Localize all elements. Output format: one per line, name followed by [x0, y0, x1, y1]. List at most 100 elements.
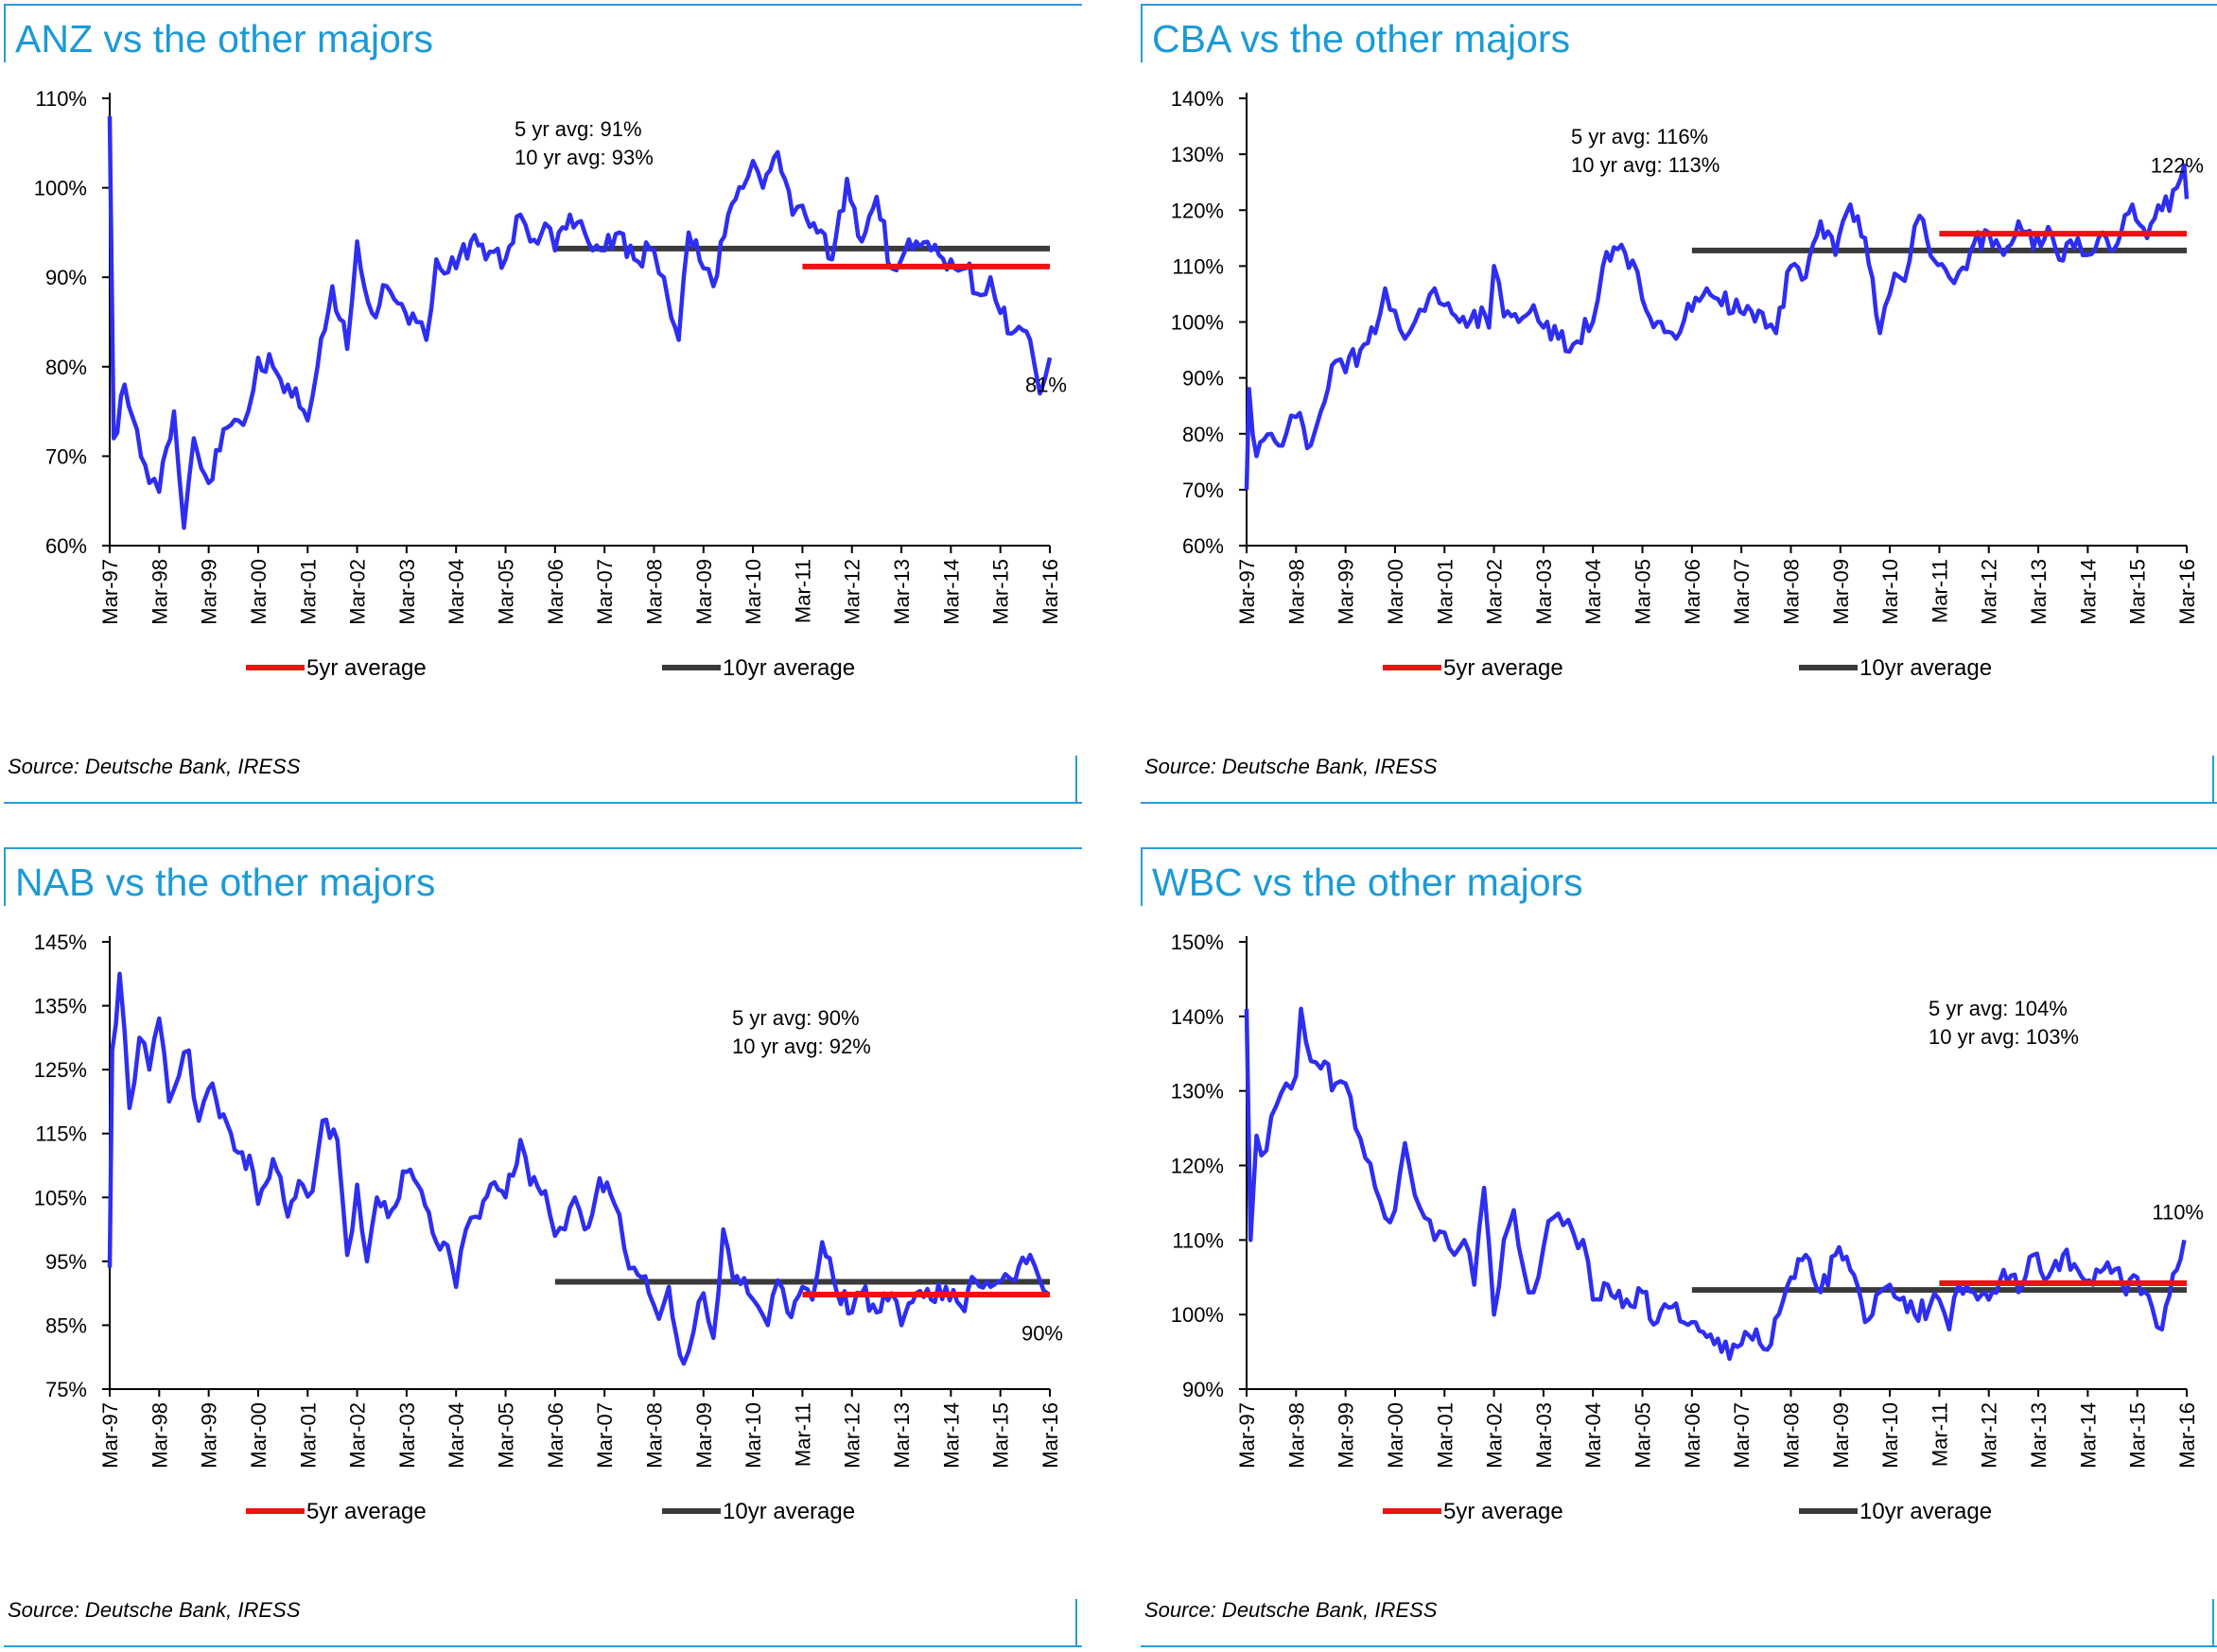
- x-tick-label: Mar-13: [2027, 559, 2051, 625]
- x-tick-label: Mar-97: [1235, 559, 1259, 625]
- chart-panel-nab: NAB vs the other majors 75% 85% 95% 105% 115…: [4, 847, 1082, 1651]
- x-tick-label: Mar-05: [495, 559, 518, 625]
- source-rule-vertical: [1075, 756, 1077, 804]
- x-tick-label: Mar-03: [1532, 1402, 1556, 1469]
- x-tick-label: Mar-99: [198, 559, 221, 625]
- chart-source: Source: Deutsche Bank, IRESS: [1144, 1598, 1438, 1622]
- x-tick-label: Mar-00: [247, 1402, 271, 1469]
- x-tick-label: Mar-02: [1483, 1402, 1507, 1469]
- x-tick-label: Mar-10: [742, 559, 765, 625]
- y-tick-label: 140%: [1171, 87, 1224, 111]
- x-tick-label: Mar-15: [2126, 1402, 2150, 1469]
- legend-ten-year-label: 10yr average: [1859, 655, 1992, 681]
- title-rule-vertical: [4, 847, 6, 906]
- x-tick-label: Mar-13: [2027, 1402, 2051, 1469]
- x-tick-label: Mar-13: [890, 1402, 914, 1469]
- x-tick-label: Mar-03: [1532, 559, 1556, 625]
- legend-five-year-label: 5yr average: [1443, 655, 1563, 681]
- x-tick-label: Mar-07: [593, 1402, 617, 1469]
- y-tick-label: 70%: [1182, 478, 1224, 502]
- legend-five-year-label: 5yr average: [1443, 1499, 1563, 1524]
- x-tick-label: Mar-98: [1284, 559, 1308, 625]
- x-tick-label: Mar-99: [1335, 1402, 1358, 1469]
- x-tick-label: Mar-12: [1978, 1402, 2001, 1469]
- x-tick-label: Mar-99: [1335, 559, 1358, 625]
- legend-ten-year-label: 10yr average: [723, 655, 855, 681]
- end-value-label: 110%: [2152, 1200, 2204, 1224]
- y-tick-label: 120%: [1171, 199, 1224, 222]
- x-tick-label: Mar-05: [1632, 1402, 1655, 1469]
- x-tick-label: Mar-07: [593, 559, 617, 625]
- title-rule: [4, 4, 1082, 6]
- x-tick-label: Mar-98: [1284, 1402, 1308, 1469]
- x-tick-label: Mar-02: [346, 559, 370, 625]
- x-tick-label: Mar-16: [2175, 1402, 2199, 1469]
- y-tick-label: 115%: [35, 1122, 87, 1146]
- x-tick-label: Mar-12: [841, 1402, 864, 1469]
- relative-valuation-line: [1244, 1006, 2187, 1362]
- x-tick-label: Mar-04: [445, 559, 468, 625]
- y-tick-label: 95%: [45, 1250, 87, 1274]
- x-tick-label: Mar-12: [841, 559, 864, 625]
- x-tick-label: Mar-16: [2175, 559, 2199, 625]
- y-tick-label: 110%: [1172, 1228, 1224, 1252]
- chart-panel-cba: CBA vs the other majors 60% 70% 80% 90% 100%…: [1141, 4, 2217, 808]
- x-tick-label: Mar-02: [1483, 559, 1507, 625]
- x-tick-label: Mar-12: [1978, 559, 2001, 625]
- five-year-average-annotation: 5 yr avg: 90%: [732, 1006, 860, 1030]
- legend-five-year-label: 5yr average: [306, 655, 427, 681]
- x-tick-label: Mar-00: [1384, 1402, 1407, 1469]
- title-rule-vertical: [4, 4, 6, 62]
- x-tick-label: Mar-09: [1829, 1402, 1853, 1469]
- x-tick-label: Mar-16: [1039, 1402, 1062, 1469]
- x-tick-label: Mar-97: [98, 559, 122, 625]
- x-tick-label: Mar-03: [395, 1402, 419, 1469]
- x-tick-label: Mar-97: [98, 1402, 122, 1469]
- y-tick-label: 130%: [1171, 1080, 1224, 1104]
- x-tick-label: Mar-05: [1632, 559, 1655, 625]
- x-tick-label: Mar-08: [642, 1402, 666, 1469]
- end-value-label: 81%: [1025, 373, 1067, 396]
- x-tick-label: Mar-14: [939, 1402, 963, 1469]
- title-rule: [1141, 4, 2217, 6]
- x-tick-label: Mar-10: [1878, 1402, 1902, 1469]
- y-tick-label: 100%: [34, 177, 87, 200]
- y-tick-label: 110%: [1172, 254, 1224, 278]
- y-tick-label: 75%: [45, 1378, 87, 1401]
- x-tick-label: Mar-13: [890, 559, 914, 625]
- y-tick-label: 130%: [1171, 143, 1224, 166]
- relative-valuation-line: [107, 971, 1049, 1366]
- legend-ten-year-label: 10yr average: [1859, 1499, 1992, 1524]
- y-tick-label: 90%: [45, 266, 87, 289]
- y-tick-label: 100%: [1171, 311, 1224, 335]
- chart-source: Source: Deutsche Bank, IRESS: [1144, 755, 1438, 778]
- chart-source: Source: Deutsche Bank, IRESS: [8, 755, 301, 778]
- y-tick-label: 60%: [1182, 534, 1224, 558]
- chart-title: WBC vs the other majors: [1152, 861, 1583, 904]
- chart-title: CBA vs the other majors: [1152, 17, 1571, 61]
- ten-year-average-annotation: 10 yr avg: 93%: [515, 146, 654, 169]
- x-tick-label: Mar-14: [2076, 559, 2100, 625]
- x-tick-label: Mar-16: [1039, 559, 1062, 625]
- x-tick-label: Mar-07: [1730, 1402, 1754, 1469]
- x-tick-label: Mar-97: [1235, 1402, 1259, 1469]
- chart-panel-anz: ANZ vs the other majors 60% 70% 80% 90% 100%…: [4, 4, 1082, 808]
- five-year-average-annotation: 5 yr avg: 104%: [1929, 997, 2068, 1020]
- chart-plot-nab: 75% 85% 95% 105% 115% 125% 135% 145% Mar-97 Mar-9…: [34, 930, 1063, 1524]
- y-tick-label: 80%: [45, 356, 87, 379]
- x-tick-label: Mar-08: [1779, 559, 1803, 625]
- x-tick-label: Mar-99: [198, 1402, 221, 1469]
- y-tick-label: 60%: [45, 534, 87, 558]
- x-tick-label: Mar-06: [1681, 1402, 1704, 1469]
- x-tick-label: Mar-15: [989, 559, 1013, 625]
- ten-year-average-annotation: 10 yr avg: 113%: [1571, 153, 1719, 177]
- x-tick-label: Mar-01: [296, 1402, 320, 1469]
- x-tick-label: Mar-06: [544, 1402, 567, 1469]
- y-tick-label: 125%: [34, 1058, 87, 1082]
- title-rule-vertical: [1141, 847, 1143, 906]
- source-rule-vertical: [1075, 1599, 1077, 1647]
- x-tick-label: Mar-01: [1433, 559, 1457, 625]
- x-tick-label: Mar-09: [1829, 559, 1853, 625]
- y-tick-label: 90%: [1182, 367, 1224, 391]
- chart-title: ANZ vs the other majors: [15, 17, 434, 61]
